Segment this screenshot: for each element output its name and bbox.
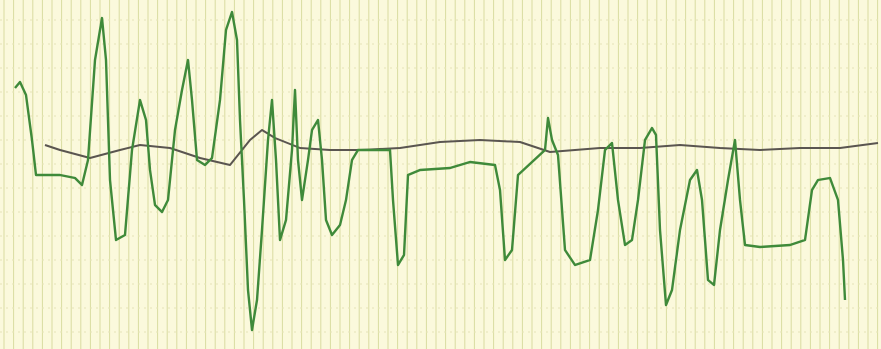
paper: [0, 0, 881, 349]
recording-strip: [0, 0, 881, 349]
page: (() => { JSON.parse(document.getElementB…: [0, 0, 881, 349]
